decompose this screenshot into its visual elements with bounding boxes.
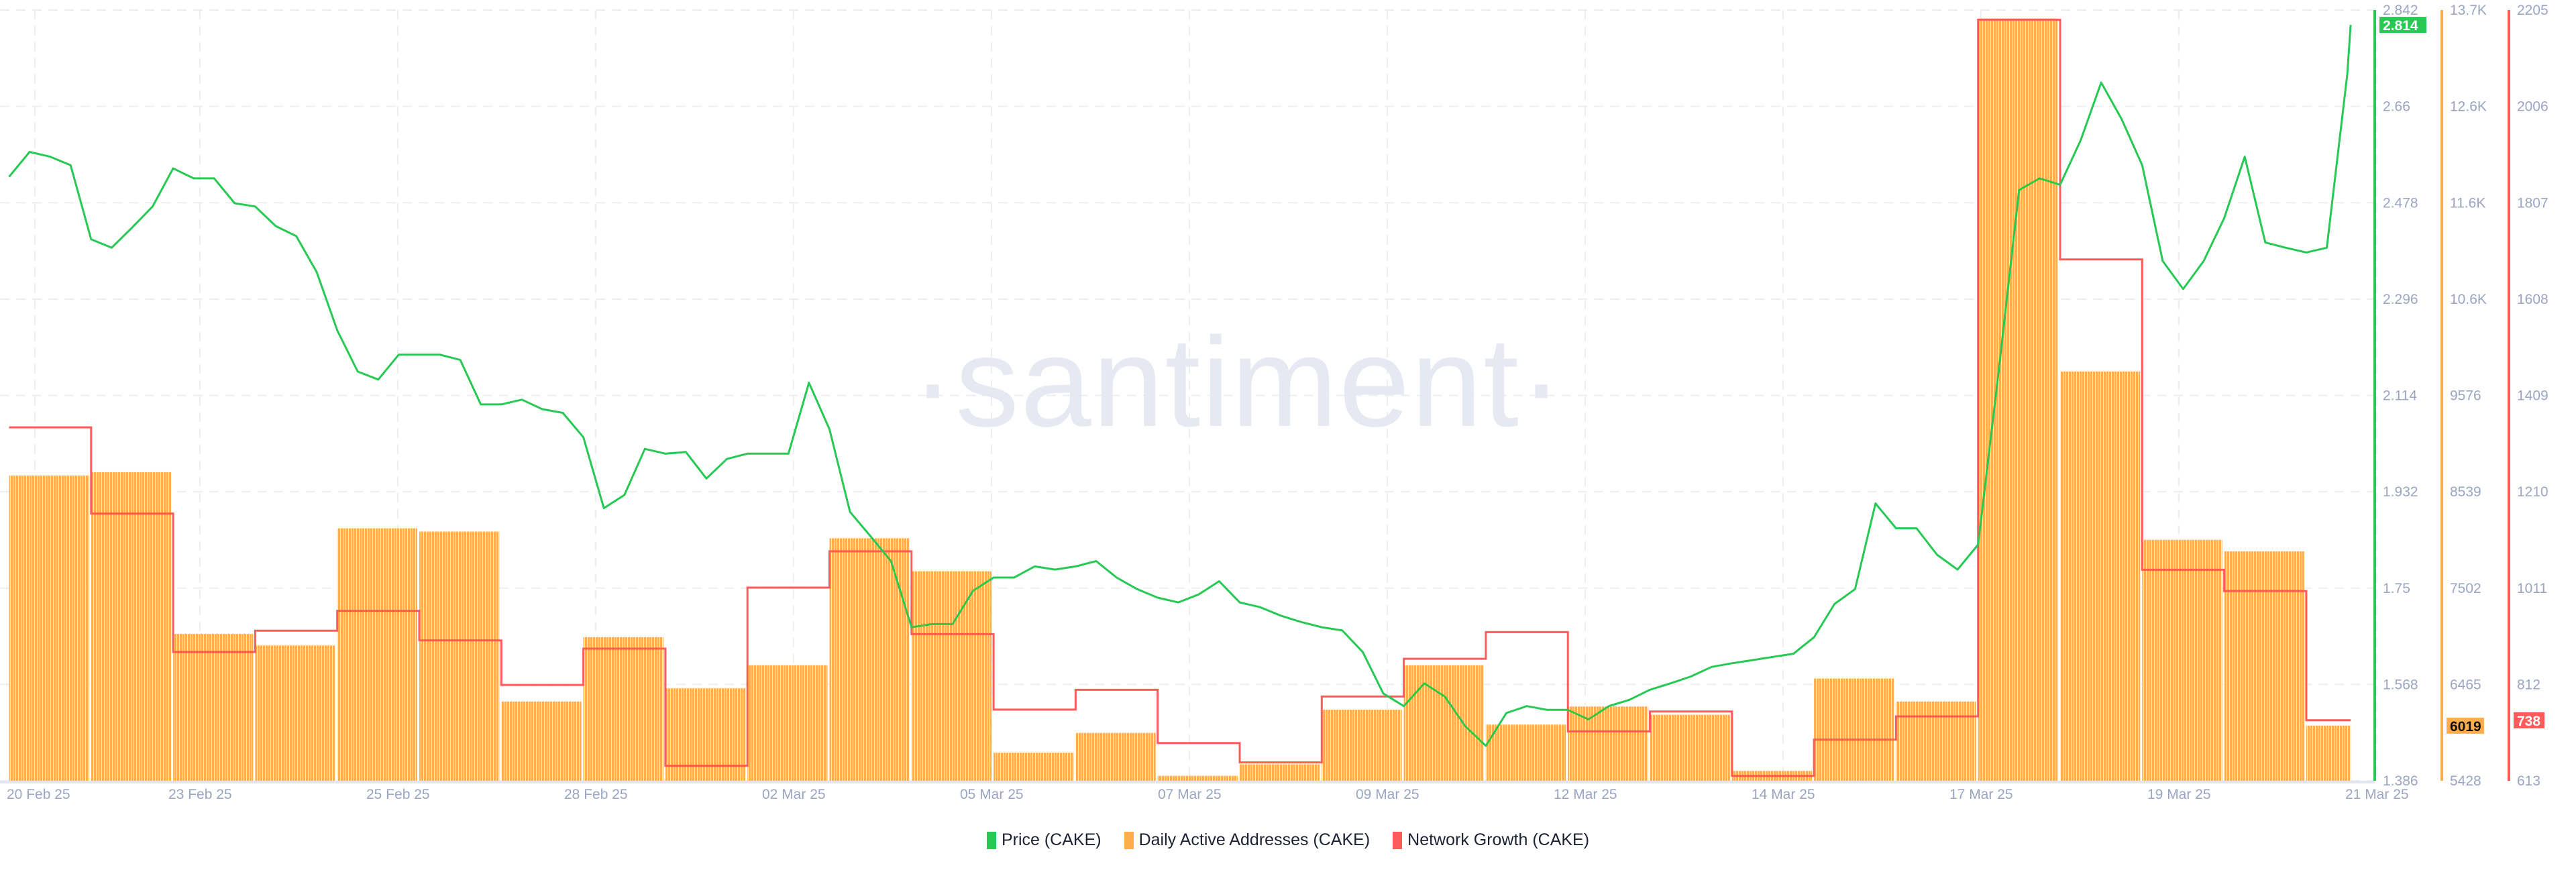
legend-item-network-growth[interactable]: Network Growth (CAKE) xyxy=(1393,830,1589,850)
daily-active-addresses-bar xyxy=(501,701,582,781)
legend-item-daily-active-addresses[interactable]: Daily Active Addresses (CAKE) xyxy=(1124,830,1371,850)
y-tick-label: 2.296 xyxy=(2383,292,2418,307)
y-tick-label: 13.7K xyxy=(2450,3,2487,18)
y-tick-label: 7502 xyxy=(2450,581,2481,596)
daily-active-addresses-bar xyxy=(255,645,335,781)
y-tick-label: 6465 xyxy=(2450,677,2481,692)
daily-active-addresses-bar xyxy=(419,531,500,781)
last-value-badge xyxy=(2447,717,2484,734)
y-tick-label: 2006 xyxy=(2517,99,2548,115)
legend-label: Network Growth (CAKE) xyxy=(1407,830,1590,849)
price-series xyxy=(8,24,2352,747)
daily-active-addresses-bar xyxy=(2224,551,2304,781)
x-tick-label: 12 Mar 25 xyxy=(1554,787,1617,802)
daily-active-addresses-bar xyxy=(337,528,417,781)
daily-active-addresses-bar xyxy=(1814,678,1894,781)
x-axis: 20 Feb 25 23 Feb 25 25 Feb 25 28 Feb 25 02 M… xyxy=(7,787,2409,802)
y-tick-label: 812 xyxy=(2517,677,2540,692)
daily-active-addresses-bar xyxy=(994,753,1074,781)
y-tick-label: 2.478 xyxy=(2383,195,2418,211)
daily-active-addresses-bar xyxy=(1568,706,1648,781)
network-growth-axis: 2205 2006 1807 1608 1409 1210 1011 812 613 738 xyxy=(2508,3,2548,789)
daily-active-addresses-bar xyxy=(583,637,663,781)
y-tick-label: 2.66 xyxy=(2383,99,2410,115)
y-tick-label: 1011 xyxy=(2517,581,2547,596)
y-tick-label: 1409 xyxy=(2517,388,2548,404)
axes: 2.842 2.66 2.478 2.296 2.114 1.932 1.75 1.568 1.… xyxy=(2373,3,2548,789)
daily-active-addresses-bar xyxy=(1485,724,1566,781)
y-tick-label: 9576 xyxy=(2450,388,2481,404)
x-tick-label: 20 Feb 25 xyxy=(7,787,70,802)
legend: Price (CAKE) Daily Active Addresses (CAK… xyxy=(0,830,2576,850)
y-tick-label: 11.6K xyxy=(2450,195,2485,211)
price-line xyxy=(8,24,2352,747)
y-tick-label: 12.6K xyxy=(2450,99,2487,115)
legend-label: Price (CAKE) xyxy=(1001,830,1102,849)
x-tick-label: 17 Mar 25 xyxy=(1949,787,2013,802)
daily-active-addresses-bar xyxy=(665,688,746,781)
y-tick-label: 2.842 xyxy=(2383,3,2418,18)
legend-item-price[interactable]: Price (CAKE) xyxy=(986,830,1102,850)
y-tick-label: 8539 xyxy=(2450,484,2481,500)
x-tick-label: 28 Feb 25 xyxy=(564,787,628,802)
y-tick-label: 1807 xyxy=(2517,195,2548,211)
daily-active-addresses-bar xyxy=(1240,764,1320,781)
daily-active-addresses-bar xyxy=(1978,18,2058,781)
y-tick-label: 5428 xyxy=(2450,773,2481,789)
last-value-label: 6019 xyxy=(2450,719,2481,734)
daily-active-addresses-bar xyxy=(1157,775,1238,781)
daily-active-addresses-bar xyxy=(1896,701,1976,781)
y-tick-label: 1.568 xyxy=(2383,677,2418,692)
daily-active-addresses-bar xyxy=(1403,665,1484,781)
santiment-watermark: ·santiment· xyxy=(912,311,1564,453)
last-value-badge xyxy=(2514,712,2544,728)
y-tick-label: 1.932 xyxy=(2383,484,2418,500)
y-tick-label: 1210 xyxy=(2517,484,2548,500)
daily-active-addresses-bar xyxy=(2142,539,2222,781)
price-axis: 2.842 2.66 2.478 2.296 2.114 1.932 1.75 1.568 1.… xyxy=(2373,3,2426,789)
legend-label: Daily Active Addresses (CAKE) xyxy=(1138,830,1371,849)
daily-active-addresses-bar xyxy=(747,665,828,781)
daily-active-addresses-swatch xyxy=(1124,831,1134,849)
daily-active-addresses-bar xyxy=(829,538,910,781)
y-tick-label: 613 xyxy=(2517,773,2540,789)
x-tick-label: 25 Feb 25 xyxy=(366,787,430,802)
daily-active-addresses-bars xyxy=(9,18,2351,781)
daily-active-addresses-bar xyxy=(173,634,254,781)
network-growth-swatch xyxy=(1393,831,1403,849)
daily-active-addresses-bar xyxy=(9,475,89,781)
x-tick-label: 23 Feb 25 xyxy=(168,787,232,802)
price-swatch xyxy=(986,831,996,849)
x-tick-label: 02 Mar 25 xyxy=(762,787,826,802)
daily-active-addresses-bar xyxy=(2060,371,2141,781)
last-value-label: 2.814 xyxy=(2383,18,2418,34)
daily-active-addresses-bar xyxy=(911,571,992,781)
y-tick-label: 2.114 xyxy=(2383,388,2417,404)
network-growth-line xyxy=(9,18,2351,777)
y-tick-label: 2205 xyxy=(2517,3,2548,18)
daily-active-addresses-bar xyxy=(91,472,172,781)
y-tick-label: 1.386 xyxy=(2383,773,2418,789)
daily-active-addresses-bar xyxy=(1075,732,1156,781)
y-tick-label: 1.75 xyxy=(2383,581,2410,596)
daily-active-addresses-bar xyxy=(1322,710,1402,781)
network-growth-series xyxy=(9,18,2351,777)
x-tick-label: 09 Mar 25 xyxy=(1356,787,1419,802)
last-value-label: 738 xyxy=(2517,714,2540,729)
y-tick-label: 10.6K xyxy=(2450,292,2487,307)
x-tick-label: 21 Mar 25 xyxy=(2345,787,2409,802)
last-value-badge xyxy=(2379,17,2426,34)
x-tick-label: 19 Mar 25 xyxy=(2147,787,2211,802)
y-tick-label: 1608 xyxy=(2517,292,2548,307)
daily-active-addresses-bar xyxy=(1650,714,1730,781)
daily-active-addresses-bar xyxy=(2306,725,2351,781)
x-tick-label: 05 Mar 25 xyxy=(960,787,1024,802)
x-tick-label: 14 Mar 25 xyxy=(1752,787,1815,802)
x-tick-label: 07 Mar 25 xyxy=(1158,787,1222,802)
daily-active-addresses-axis: 13.7K 12.6K 11.6K 10.6K 9576 8539 7502 6465 5428… xyxy=(2440,3,2487,789)
